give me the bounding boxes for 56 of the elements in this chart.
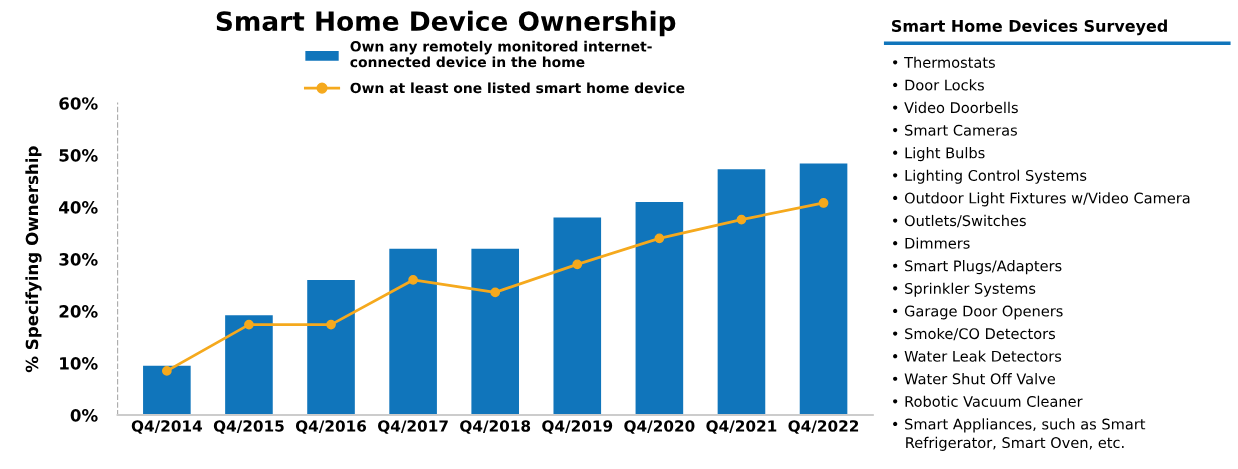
text: • Garage Door Openers	[893, 305, 1063, 320]
y-tick-label: 0%	[70, 409, 98, 422]
y-tick-label: 20%	[59, 305, 98, 318]
x-tick-label: Q4/2021	[706, 420, 777, 434]
bar	[389, 248, 437, 416]
point	[490, 287, 501, 298]
point	[326, 319, 336, 330]
x-tick-label: Q4/2017	[378, 420, 448, 434]
text: • Water Shut Off Valve	[893, 373, 1055, 385]
point	[572, 259, 583, 270]
point	[818, 198, 829, 208]
x-tick-label: Q4/2019	[542, 420, 613, 434]
text: • Light Bulbs	[893, 147, 985, 162]
point	[161, 366, 172, 376]
text: • Door Locks	[893, 79, 984, 91]
x-tick-label: Q4/2014	[131, 420, 203, 434]
x-tick-label: Q4/2016	[295, 420, 367, 434]
legend-label: Own any remotely monitored internet- connected device in the home	[350, 40, 652, 68]
text: • Robotic Vacuum Cleaner	[893, 395, 1083, 407]
x-tick-label: Q4/2022	[788, 420, 859, 434]
x-tick-label: Q4/2020	[624, 420, 695, 434]
text: • Smart Plugs/Adapters	[893, 260, 1062, 275]
y-tick-label: 50%	[59, 149, 98, 162]
point	[244, 319, 254, 330]
text: • Outdoor Light Fixtures w/Video Camera	[893, 192, 1190, 207]
bar	[717, 169, 766, 416]
bar	[635, 201, 684, 416]
text: • Sprinkler Systems	[893, 282, 1036, 297]
bar	[799, 163, 848, 416]
legend-label: Own at least one listed smart home device	[350, 82, 685, 94]
text: • Outlets/Switches	[893, 214, 1026, 228]
chart-title: Smart Home Device Ownership	[216, 10, 676, 37]
x-tick-label: Q4/2015	[213, 420, 284, 434]
x-tick-label: Q4/2018	[460, 420, 531, 434]
text: • Smart Appliances, such as Smart Refrigerator, Smart Oven, etc.	[893, 418, 1146, 451]
bar	[225, 315, 273, 416]
text: • Smart Cameras	[893, 124, 1017, 136]
text: • Dimmers	[893, 237, 970, 249]
text: • Video Doorbells	[893, 101, 1018, 114]
y-tick-label: 30%	[59, 253, 98, 266]
point	[408, 275, 418, 285]
text: Smart Home Devices Surveyed	[892, 19, 1167, 36]
y-tick-label: 40%	[59, 201, 98, 214]
bar	[471, 248, 519, 416]
point	[654, 233, 665, 244]
y-axis-title: % Specifying Ownership	[25, 146, 42, 373]
y-tick-label: 10%	[60, 357, 98, 370]
bar	[143, 365, 191, 416]
point	[736, 214, 747, 225]
text: • Thermostats	[893, 56, 995, 68]
bar	[553, 217, 602, 416]
text: • Water Leak Detectors	[893, 350, 1062, 362]
bar	[307, 279, 355, 416]
text: • Smoke/CO Detectors	[893, 327, 1056, 341]
y-tick-label: 60%	[59, 97, 98, 110]
text: • Lighting Control Systems	[893, 169, 1087, 184]
